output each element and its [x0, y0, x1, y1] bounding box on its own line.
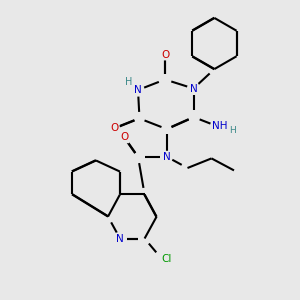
Text: O: O — [120, 132, 129, 142]
Text: N: N — [190, 83, 197, 94]
Text: NH: NH — [212, 121, 227, 131]
Text: N: N — [116, 233, 124, 244]
Text: H: H — [229, 126, 236, 135]
Text: O: O — [161, 50, 169, 60]
Text: N: N — [163, 152, 170, 162]
Text: N: N — [134, 85, 142, 95]
Text: H: H — [125, 76, 133, 87]
Text: Cl: Cl — [161, 254, 172, 264]
Text: O: O — [110, 123, 119, 134]
